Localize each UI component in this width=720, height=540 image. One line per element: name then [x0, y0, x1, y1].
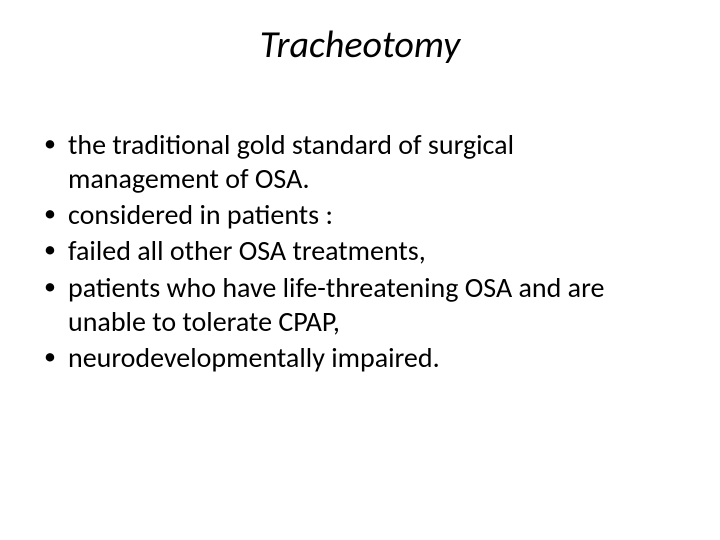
list-item: failed all other OSA treatments,	[38, 234, 670, 268]
list-item: the traditional gold standard of surgica…	[38, 128, 670, 196]
list-item: patients who have life-threatening OSA a…	[38, 271, 670, 339]
list-item: considered in patients :	[38, 198, 670, 232]
list-item: neurodevelopmentally impaired.	[38, 341, 670, 375]
bullet-list: the traditional gold standard of surgica…	[38, 128, 670, 375]
slide-body: the traditional gold standard of surgica…	[38, 128, 670, 377]
slide: Tracheotomy the traditional gold standar…	[0, 0, 720, 540]
slide-title: Tracheotomy	[0, 22, 720, 68]
